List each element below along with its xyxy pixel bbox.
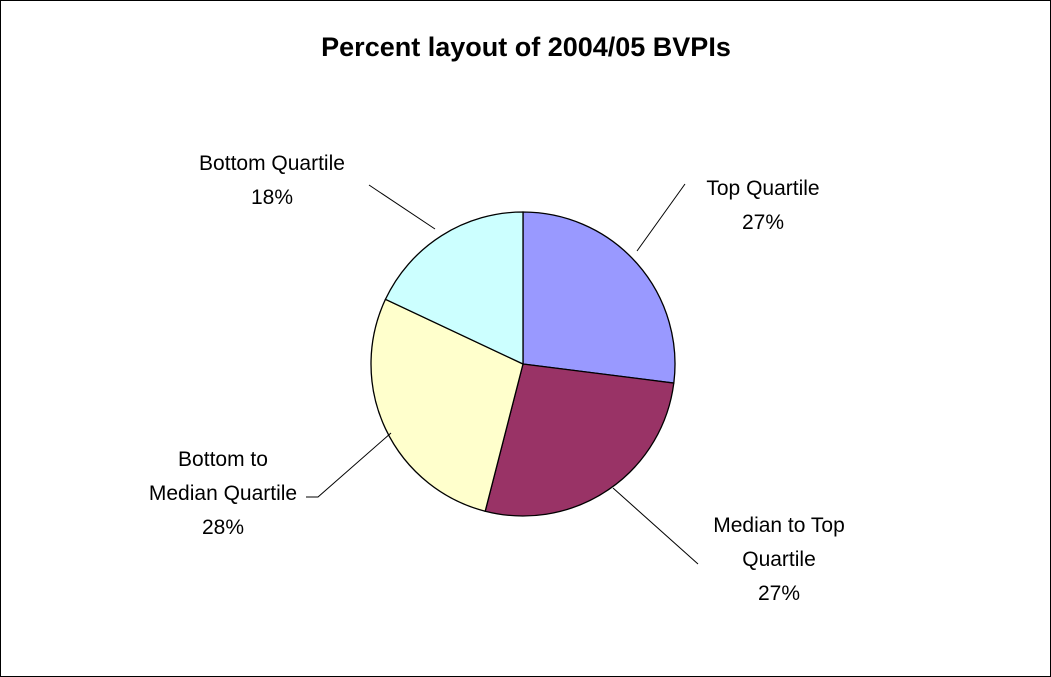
leader-lines (306, 183, 699, 565)
chart-title: Percent layout of 2004/05 BVPIs (321, 32, 731, 62)
slice-name-label: Median Quartile (149, 482, 297, 505)
slice-labels: Top Quartile 27% Median to Top Quartile 27% B… (149, 152, 845, 605)
leader-line-3 (368, 184, 436, 230)
slice-label-1: Median to Top Quartile 27% (713, 514, 845, 605)
pie-slice-3 (384, 211, 524, 366)
leader-line-0 (636, 183, 686, 252)
slice-name-label: Top Quartile (706, 177, 819, 200)
slice-label-0: Top Quartile 27% (706, 177, 819, 234)
pie-slice-1 (484, 363, 675, 517)
pie-slice-2 (370, 298, 524, 513)
slice-label-2: Bottom to Median Quartile 28% (149, 448, 297, 539)
slice-name-label: Median to Top (713, 514, 845, 537)
pie-slice-0 (522, 211, 676, 384)
slice-percent-label: 27% (758, 582, 800, 605)
slice-name-label: Bottom to (178, 448, 268, 471)
pie-slices (370, 211, 676, 517)
slice-percent-label: 27% (742, 211, 784, 234)
leader-line-1 (612, 487, 699, 565)
slice-percent-label: 18% (251, 186, 293, 209)
slice-label-3: Bottom Quartile 18% (199, 152, 345, 209)
slice-name-label: Bottom Quartile (199, 152, 345, 175)
slice-percent-label: 28% (202, 516, 244, 539)
leader-line-2 (306, 432, 392, 498)
slice-name-label: Quartile (742, 548, 816, 571)
